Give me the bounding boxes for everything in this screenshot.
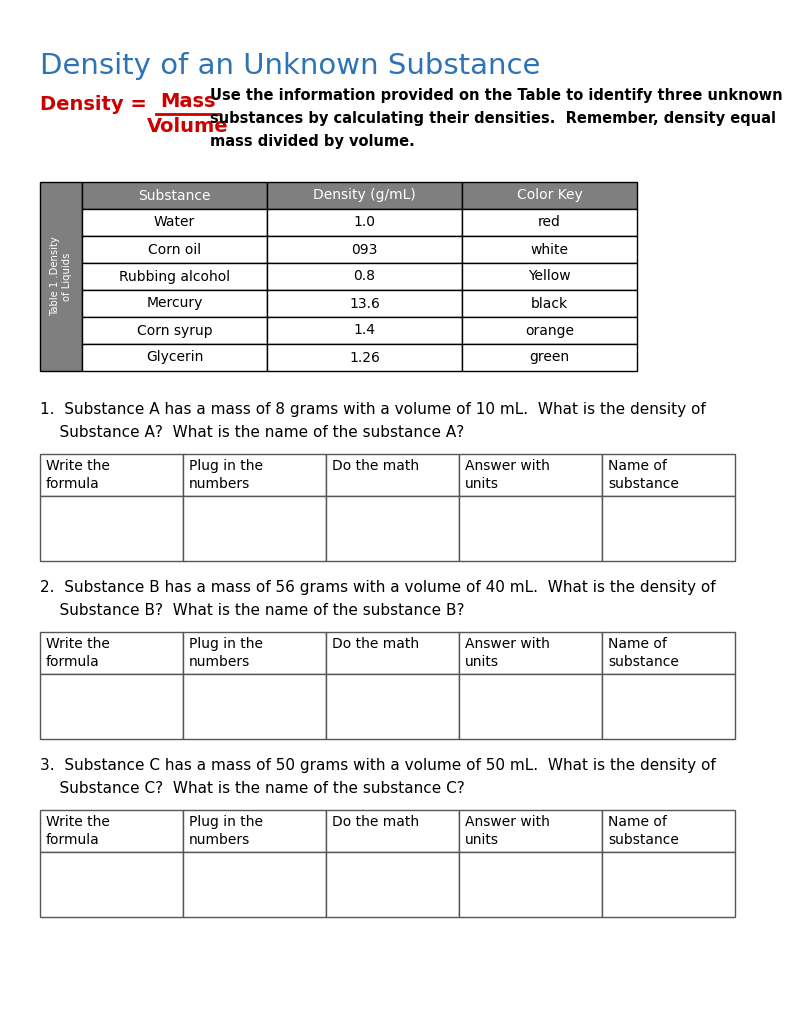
Text: Density (g/mL): Density (g/mL)	[313, 188, 416, 203]
Text: Write the
formula: Write the formula	[46, 815, 110, 848]
Text: Plug in the
numbers: Plug in the numbers	[189, 815, 263, 848]
Text: Name of
substance: Name of substance	[608, 637, 679, 670]
Text: Write the
formula: Write the formula	[46, 459, 110, 492]
Text: Answer with
units: Answer with units	[465, 637, 550, 670]
Bar	[267, 209, 462, 236]
Bar	[267, 317, 462, 344]
Text: Name of
substance: Name of substance	[608, 815, 679, 848]
Bar	[326, 632, 459, 674]
Bar	[40, 496, 183, 561]
Bar	[602, 810, 735, 852]
Text: 1.4: 1.4	[354, 324, 376, 338]
Text: Write the
formula: Write the formula	[46, 637, 110, 670]
Bar	[40, 182, 82, 371]
Bar	[602, 852, 735, 918]
Bar	[40, 454, 183, 496]
Bar	[459, 632, 602, 674]
Text: Yellow: Yellow	[528, 269, 571, 284]
Text: Rubbing alcohol: Rubbing alcohol	[119, 269, 230, 284]
Text: Do the math: Do the math	[332, 815, 419, 829]
Bar	[326, 810, 459, 852]
Text: Answer with
units: Answer with units	[465, 815, 550, 848]
Text: Plug in the
numbers: Plug in the numbers	[189, 459, 263, 492]
Text: Density =: Density =	[40, 95, 147, 114]
Bar	[462, 209, 637, 236]
Text: white: white	[531, 243, 569, 256]
Bar	[183, 852, 326, 918]
Bar	[459, 810, 602, 852]
Bar	[602, 632, 735, 674]
Text: Corn syrup: Corn syrup	[137, 324, 212, 338]
Bar	[82, 344, 267, 371]
Bar	[267, 182, 462, 209]
Text: red: red	[538, 215, 561, 229]
Bar	[462, 344, 637, 371]
Bar	[183, 496, 326, 561]
Text: Name of
substance: Name of substance	[608, 459, 679, 492]
Text: 1.0: 1.0	[354, 215, 376, 229]
Bar	[459, 496, 602, 561]
Bar	[602, 454, 735, 496]
Bar	[82, 290, 267, 317]
Text: Do the math: Do the math	[332, 459, 419, 473]
Text: Table 1 .Density
of Liquids: Table 1 .Density of Liquids	[50, 237, 72, 316]
Bar	[462, 236, 637, 263]
Text: black: black	[531, 297, 568, 310]
Text: Color Key: Color Key	[517, 188, 582, 203]
Bar	[326, 674, 459, 739]
Text: green: green	[529, 350, 570, 365]
Bar	[602, 496, 735, 561]
Bar	[82, 182, 267, 209]
Text: Corn oil: Corn oil	[148, 243, 201, 256]
Text: Mercury: Mercury	[146, 297, 202, 310]
Bar	[602, 674, 735, 739]
Text: Glycerin: Glycerin	[146, 350, 203, 365]
Text: Mass: Mass	[161, 92, 216, 111]
Bar	[326, 496, 459, 561]
Bar	[326, 852, 459, 918]
Bar	[82, 209, 267, 236]
Text: Do the math: Do the math	[332, 637, 419, 651]
Text: Water: Water	[154, 215, 195, 229]
Bar	[82, 263, 267, 290]
Bar	[267, 344, 462, 371]
Text: Use the information provided on the Table to identify three unknown
substances b: Use the information provided on the Tabl…	[210, 88, 782, 148]
Text: Plug in the
numbers: Plug in the numbers	[189, 637, 263, 670]
Text: 3.  Substance C has a mass of 50 grams with a volume of 50 mL.  What is the dens: 3. Substance C has a mass of 50 grams wi…	[40, 758, 716, 797]
Bar	[267, 263, 462, 290]
Text: 1.  Substance A has a mass of 8 grams with a volume of 10 mL.  What is the densi: 1. Substance A has a mass of 8 grams wit…	[40, 402, 706, 440]
Bar	[40, 674, 183, 739]
Text: Volume: Volume	[147, 117, 229, 136]
Bar	[183, 632, 326, 674]
Bar	[459, 852, 602, 918]
Bar	[40, 852, 183, 918]
Bar	[183, 810, 326, 852]
Bar	[459, 674, 602, 739]
Text: 0.8: 0.8	[354, 269, 376, 284]
Bar	[462, 182, 637, 209]
Bar	[40, 632, 183, 674]
Text: 093: 093	[351, 243, 377, 256]
Text: orange: orange	[525, 324, 574, 338]
Bar	[462, 263, 637, 290]
Text: 13.6: 13.6	[349, 297, 380, 310]
Bar	[183, 674, 326, 739]
Text: Substance: Substance	[138, 188, 210, 203]
Bar	[183, 454, 326, 496]
Bar	[267, 236, 462, 263]
Bar	[459, 454, 602, 496]
Text: 2.  Substance B has a mass of 56 grams with a volume of 40 mL.  What is the dens: 2. Substance B has a mass of 56 grams wi…	[40, 580, 716, 618]
Bar	[267, 290, 462, 317]
Text: Answer with
units: Answer with units	[465, 459, 550, 492]
Bar	[326, 454, 459, 496]
Bar	[462, 290, 637, 317]
Bar	[82, 236, 267, 263]
Bar	[462, 317, 637, 344]
Bar	[82, 317, 267, 344]
Text: 1.26: 1.26	[349, 350, 380, 365]
Bar	[40, 810, 183, 852]
Text: Density of an Unknown Substance: Density of an Unknown Substance	[40, 52, 540, 80]
